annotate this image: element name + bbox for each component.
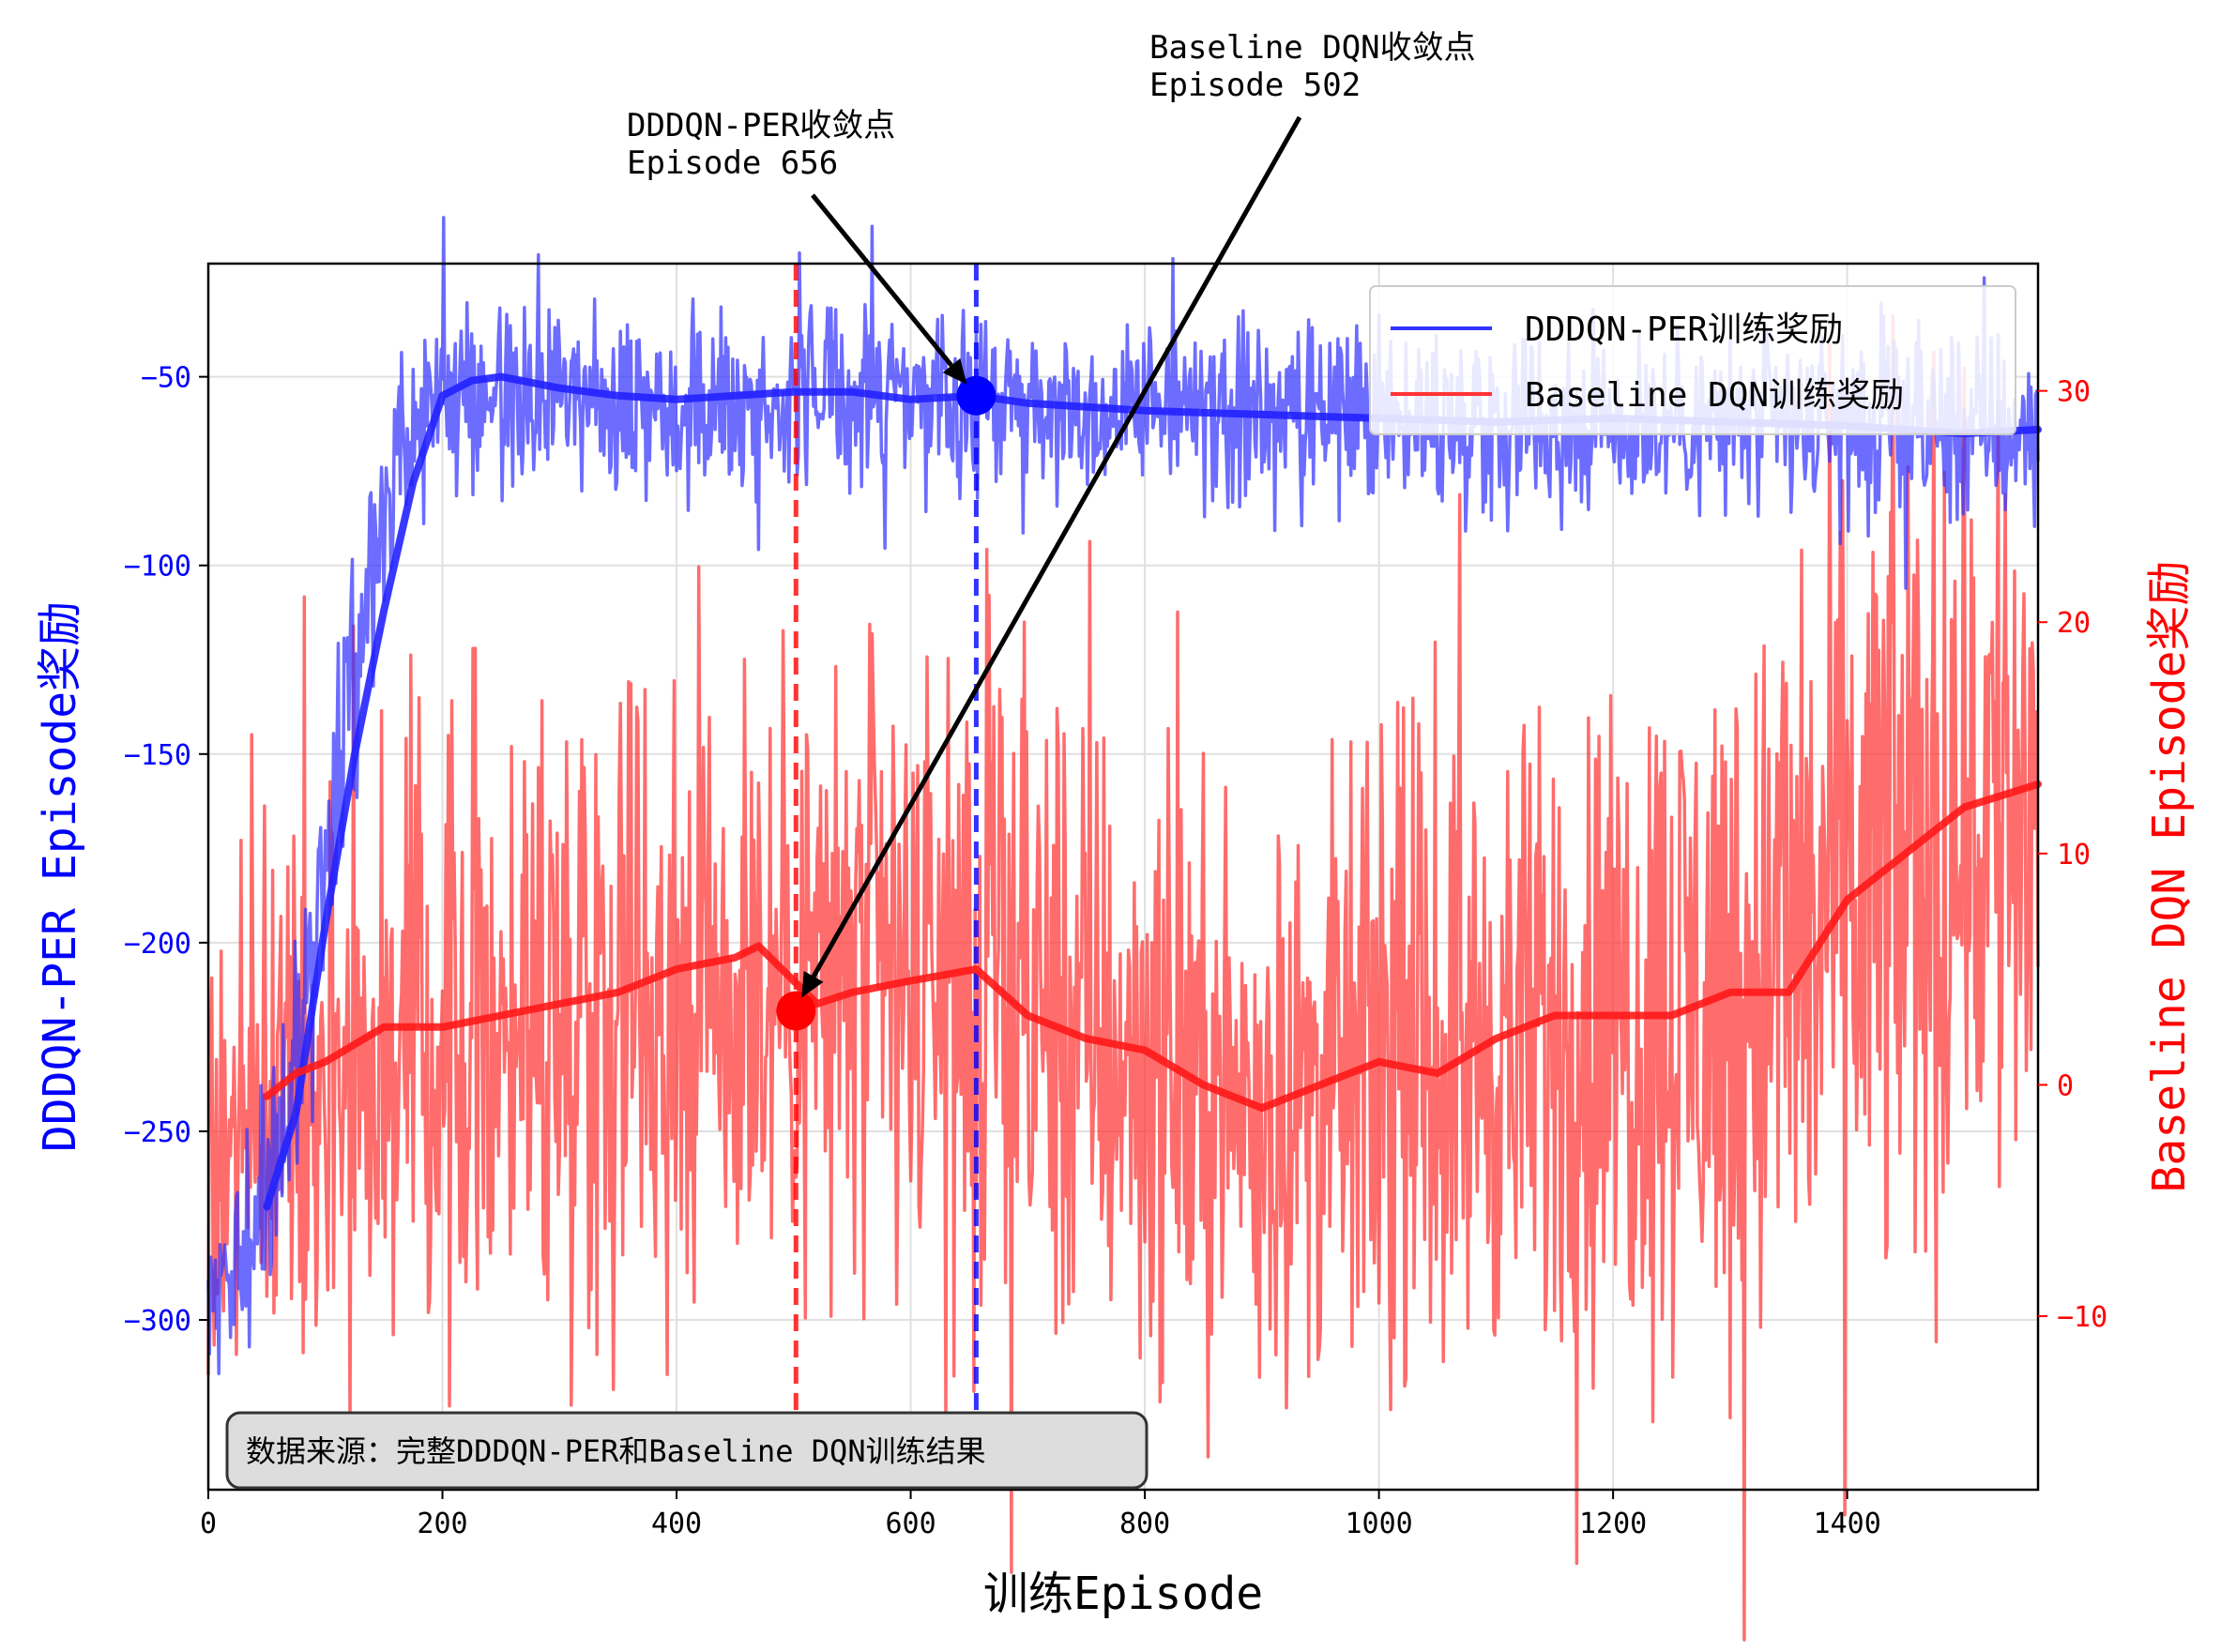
legend-label-baseline: Baseline DQN训练奖励 [1525,376,1904,415]
left-y-tick-label: −50 [141,362,191,395]
right-y-axis-title: Baseline DQN Episode奖励 [2143,561,2196,1193]
x-tick-label: 1200 [1579,1508,1647,1540]
left-y-tick-label: −300 [124,1305,191,1338]
dddqn-convergence-marker [956,375,996,416]
annotations: DDDQN-PER收敛点 Episode 656 Baseline DQN收敛点… [627,29,1476,998]
baseline-convergence-marker [776,991,816,1031]
annotation-baseline-title: Baseline DQN收敛点 [1149,29,1476,67]
right-y-tick-label: 10 [2057,839,2091,871]
left-y-tick-label: −200 [124,928,191,961]
annotation-dddqn-title: DDDQN-PER收敛点 [627,107,895,144]
annotation-arrow-dddqn [811,193,953,368]
plot-frame [206,262,2040,1492]
right-y-tick-label: −10 [2057,1301,2107,1334]
x-tick-label: 600 [885,1508,936,1540]
tick-layer: 0 200 400 600 800 1000 1200 1400−50−100−150−200… [124,362,2107,1540]
left-y-tick-label: −100 [124,551,191,584]
left-y-axis-title: DDDQN-PER Episode奖励 [34,601,86,1152]
convergence-lines-layer [793,264,979,1490]
annotation-arrow-baseline [811,115,1302,978]
left-y-tick-label: −150 [124,739,191,772]
x-tick-label: 1000 [1345,1508,1412,1540]
annotation-arrowhead-baseline [801,970,824,998]
x-tick-label: 0 [200,1508,217,1540]
x-tick-label: 1400 [1814,1508,1881,1540]
left-y-tick-label: −250 [124,1116,191,1149]
annotation-arrowhead-dddqn [942,358,967,385]
annotation-baseline-episode: Episode 502 [1149,67,1361,104]
annotation-dddqn-episode: Episode 656 [627,144,838,182]
right-y-tick-label: 30 [2057,376,2091,409]
baseline-moving-average-line [263,780,2042,1113]
right-y-tick-label: 20 [2057,607,2091,640]
legend: DDDQN-PER训练奖励 Baseline DQN训练奖励 [1369,285,2016,435]
baseline-raw-line [206,313,2040,1642]
data-source-text: 数据来源：完整DDDQN-PER和Baseline DQN训练结果 [246,1433,986,1469]
convergence-markers-layer [776,375,996,1031]
x-tick-label: 800 [1119,1508,1170,1540]
right-y-tick-label: 0 [2057,1069,2074,1102]
data-source-box [225,1411,1149,1490]
x-tick-label: 200 [417,1508,467,1540]
x-axis-title: 训练Episode [983,1568,1263,1620]
legend-box [1369,285,2016,435]
x-tick-label: 400 [651,1508,702,1540]
legend-label-dddqn: DDDQN-PER训练奖励 [1525,311,1843,349]
data-source-note: 数据来源：完整DDDQN-PER和Baseline DQN训练结果 [225,1411,1149,1490]
